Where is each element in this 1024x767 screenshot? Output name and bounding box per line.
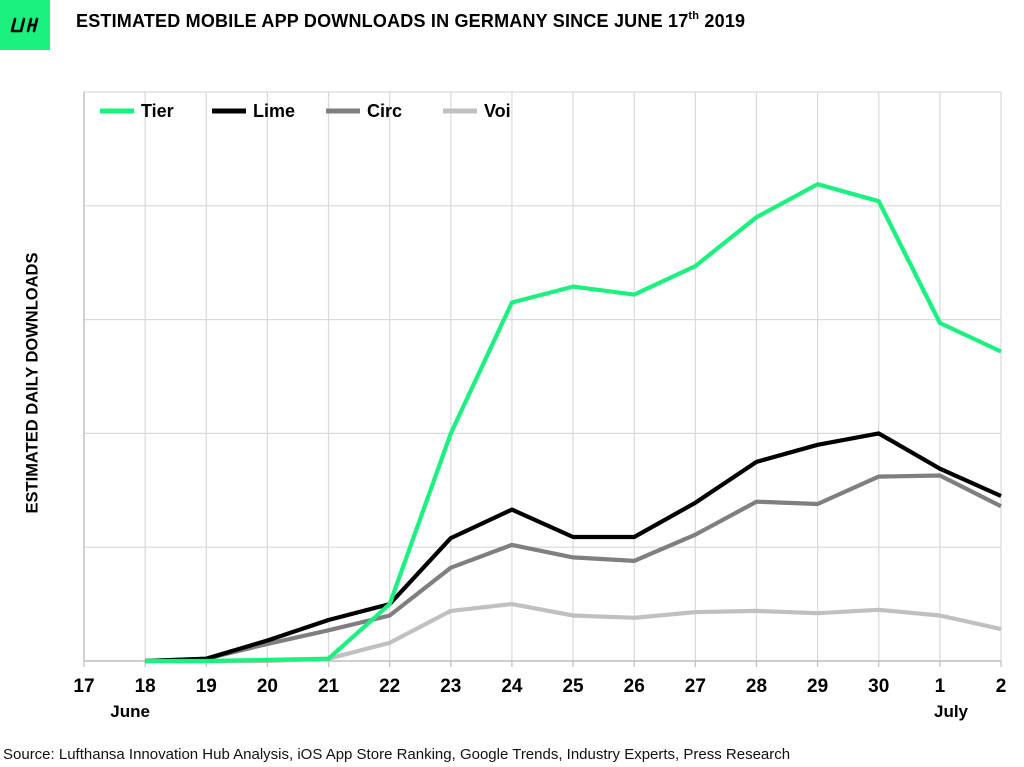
page-title: ESTIMATED MOBILE APP DOWNLOADS IN GERMAN… (76, 10, 746, 32)
lih-logo-icon (10, 17, 39, 33)
x-tick-label: 30 (868, 676, 889, 697)
x-tick-label: 28 (746, 676, 767, 697)
title-superscript: th (688, 10, 700, 22)
x-tick-label: 2 (996, 676, 1007, 697)
title-year: 2019 (699, 11, 746, 31)
brand-logo (0, 0, 50, 50)
x-tick-label: 21 (318, 676, 340, 697)
x-tick-label: 23 (440, 676, 461, 697)
x-month-label: June (110, 702, 150, 721)
x-tick-label: 17 (73, 676, 94, 697)
source-note: Source: Lufthansa Innovation Hub Analysi… (3, 746, 791, 763)
legend-label-lime: Lime (253, 101, 295, 121)
series-line-lime (145, 431, 1002, 664)
x-tick-label: 25 (562, 676, 584, 697)
legend-label-circ: Circ (367, 101, 402, 121)
x-tick-label: 1 (935, 676, 946, 697)
x-tick-label: 26 (624, 676, 645, 697)
x-month-label: July (934, 702, 969, 721)
x-tick-label: 19 (196, 676, 217, 697)
x-tick-label: 18 (135, 676, 156, 697)
x-tick-label: 27 (685, 676, 706, 697)
x-tick-label: 20 (257, 676, 278, 697)
x-tick-label: 29 (807, 676, 828, 697)
legend-label-voi: Voi (484, 101, 511, 121)
series-line-circ (145, 473, 1002, 664)
x-tick-label: 22 (379, 676, 400, 697)
x-tick-label: 24 (501, 676, 523, 697)
series-line-tier (145, 182, 1002, 664)
legend-label-tier: Tier (141, 101, 174, 121)
title-text: ESTIMATED MOBILE APP DOWNLOADS IN GERMAN… (76, 11, 689, 31)
